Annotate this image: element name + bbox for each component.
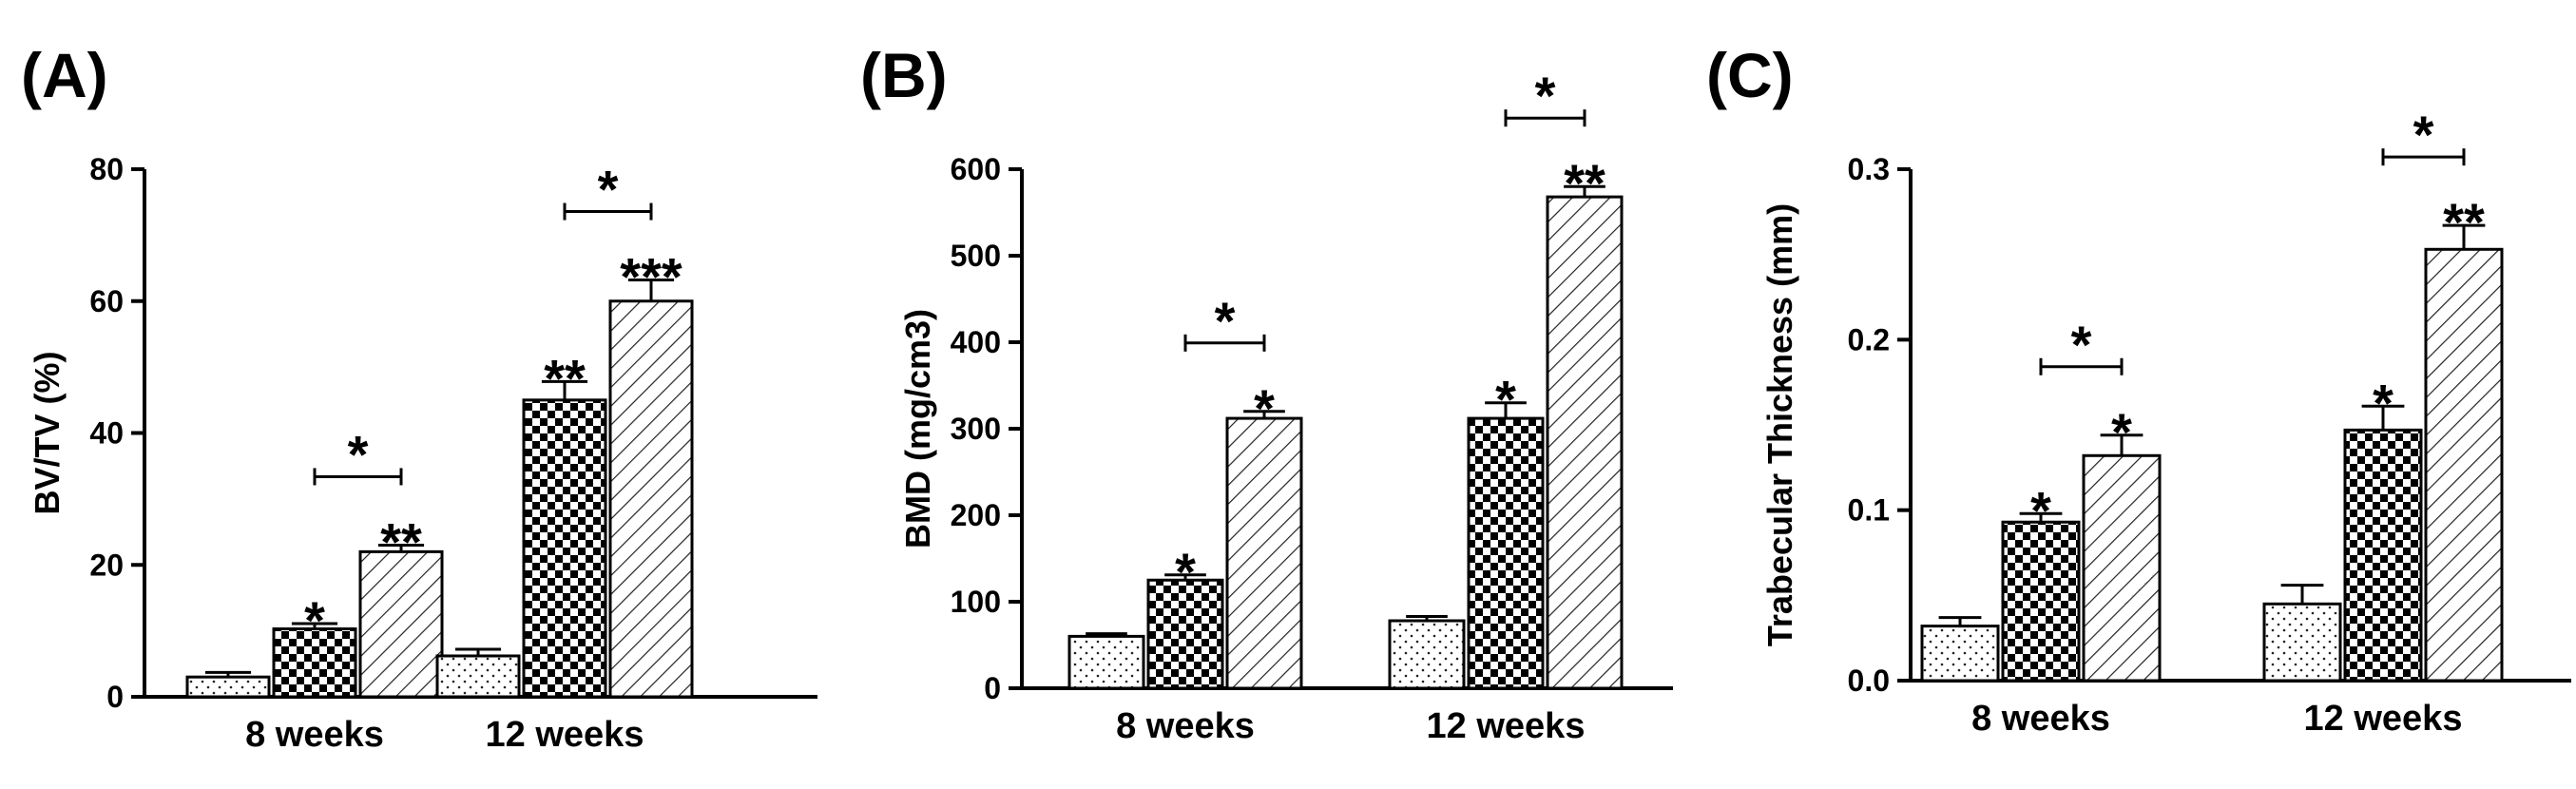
- bar-group-dotted: [1920, 625, 2000, 683]
- bar-group-hatched: [2082, 453, 2162, 683]
- significance-stars: *: [2373, 373, 2393, 433]
- comparison-star: *: [1535, 66, 1556, 125]
- significance-stars: *: [1495, 370, 1516, 430]
- significance-stars: *: [1254, 378, 1275, 438]
- x-category-label: 12 weeks: [1427, 706, 1586, 746]
- y-axis-title: BMD (mg/cm3): [898, 309, 937, 548]
- y-tick-label: 0.0: [1848, 664, 1890, 698]
- bar-group-hatched: [2424, 247, 2504, 683]
- panel-label: (C): [1706, 40, 1794, 110]
- bar-group-dotted: [1388, 619, 1466, 690]
- comparison-star: *: [2413, 105, 2434, 164]
- bar-group-checkered: [1146, 578, 1224, 690]
- y-tick-label: 400: [951, 325, 1001, 359]
- significance-stars: *: [1175, 542, 1196, 602]
- y-tick-label: 80: [89, 152, 124, 186]
- bar-group-hatched: [608, 299, 694, 699]
- comparison-star: *: [1215, 291, 1236, 351]
- x-category-label: 12 weeks: [2304, 699, 2463, 739]
- bar-group-dotted: [2262, 602, 2342, 683]
- y-tick-label: 60: [89, 284, 124, 318]
- bar-group-checkered: [2001, 520, 2081, 683]
- bar-group-dotted: [185, 675, 271, 699]
- significance-stars: ***: [620, 247, 682, 307]
- chart-panel-3: (C) 0.0 0.1 0.2 0.3 Trabecular Thickness (mm)…: [1706, 40, 2571, 739]
- y-tick-label: 0.3: [1848, 152, 1890, 186]
- y-tick-label: 0: [106, 680, 124, 714]
- significance-stars: **: [2443, 192, 2485, 252]
- y-tick-label: 0.2: [1848, 322, 1890, 356]
- significance-stars: **: [1564, 153, 1605, 213]
- panel-label: (B): [860, 40, 948, 110]
- significance-stars: **: [380, 511, 422, 571]
- y-tick-label: 20: [89, 548, 124, 582]
- y-tick-label: 0: [984, 671, 1001, 705]
- y-axis-title: BV/TV (%): [28, 351, 67, 514]
- x-category-label: 8 weeks: [245, 715, 384, 755]
- bar-group-hatched: [358, 549, 444, 699]
- y-tick-label: 200: [951, 498, 1001, 532]
- y-axis-title: Trabecular Thickness (mm): [1760, 203, 1799, 646]
- y-tick-label: 500: [951, 239, 1001, 273]
- y-tick-label: 40: [89, 416, 124, 451]
- y-tick-label: 600: [951, 152, 1001, 186]
- significance-stars: **: [544, 348, 586, 408]
- x-category-label: 12 weeks: [486, 715, 644, 755]
- comparison-star: *: [348, 424, 369, 484]
- x-category-label: 8 weeks: [1971, 699, 2110, 739]
- bar-group-checkered: [522, 398, 607, 699]
- bar-group-hatched: [1225, 416, 1303, 690]
- comparison-star: *: [2071, 315, 2092, 375]
- bar-group-dotted: [435, 654, 521, 699]
- y-tick-label: 100: [951, 585, 1001, 619]
- bar-group-checkered: [1467, 416, 1545, 690]
- y-tick-label: 0.1: [1848, 493, 1890, 528]
- bar-group-checkered: [2343, 428, 2423, 683]
- bar-group-hatched: [1546, 195, 1624, 690]
- significance-stars: *: [304, 590, 325, 650]
- significance-stars: *: [2111, 402, 2132, 462]
- panel-label: (A): [21, 40, 108, 110]
- significance-stars: *: [2030, 480, 2051, 540]
- y-tick-label: 300: [951, 412, 1001, 446]
- bar-group-dotted: [1067, 634, 1145, 690]
- comparison-star: *: [598, 160, 619, 220]
- x-category-label: 8 weeks: [1116, 706, 1255, 746]
